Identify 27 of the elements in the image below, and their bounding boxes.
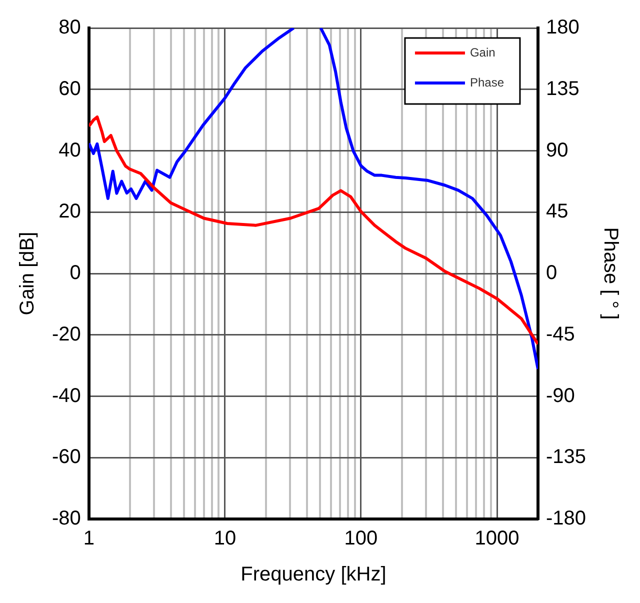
y-tick-label: 60 <box>58 78 81 100</box>
y-tick-label: -20 <box>52 323 81 346</box>
y-tick-label: -80 <box>52 508 81 530</box>
y-tick-label: -40 <box>52 384 81 407</box>
y2-tick-label: 180 <box>546 16 580 39</box>
y2-tick-label: 0 <box>546 262 558 284</box>
y2-tick-label: -135 <box>546 446 586 468</box>
x-tick-label: 1000 <box>474 528 520 550</box>
y-tick-label: -60 <box>52 446 81 468</box>
y-tick-label: 20 <box>58 200 81 223</box>
legend-label: Phase <box>470 75 504 90</box>
y2-tick-label: -45 <box>546 323 575 346</box>
y2-tick-label: 45 <box>546 200 568 223</box>
y2-tick-label: 90 <box>546 139 568 162</box>
y-tick-label: 0 <box>70 262 81 284</box>
y2-tick-label: -180 <box>546 508 586 530</box>
legend-label: Gain <box>470 45 496 60</box>
x-tick-label: 1 <box>83 528 94 550</box>
y2-tick-label: 135 <box>546 78 580 100</box>
y2-tick-label: -90 <box>546 384 575 407</box>
x-axis-title: Frequency [kHz] <box>240 564 386 586</box>
x-tick-label: 100 <box>344 528 378 550</box>
x-tick-label: 10 <box>214 528 236 550</box>
y-axis-title: Gain [dB] <box>16 232 39 316</box>
y-tick-label: 40 <box>58 139 81 162</box>
y2-axis-title: Phase [ ° ] <box>599 227 622 320</box>
y-tick-label: 80 <box>58 16 81 39</box>
